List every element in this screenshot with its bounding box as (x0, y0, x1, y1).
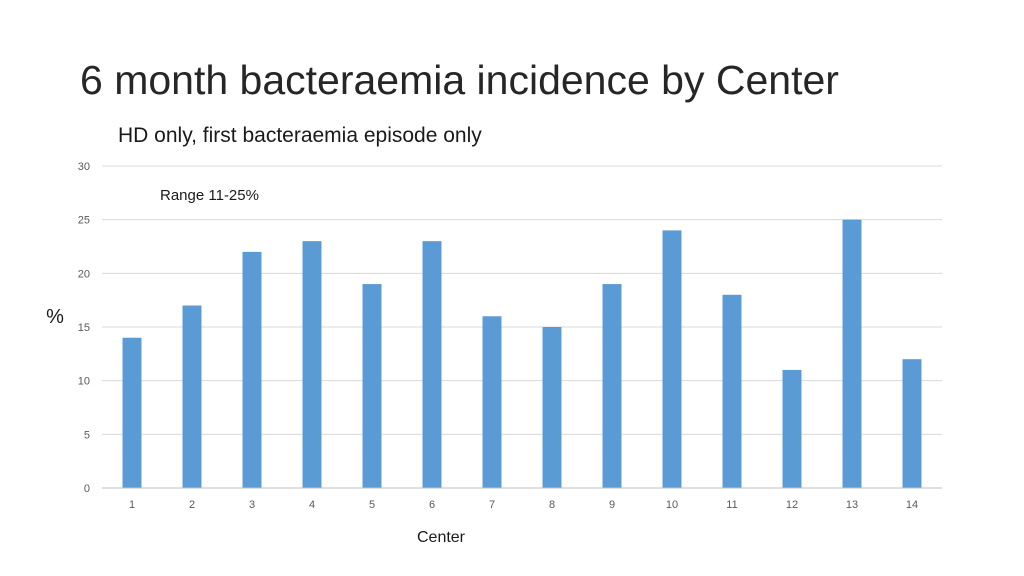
bar-center-7 (482, 316, 502, 488)
x-tick-label: 7 (489, 499, 495, 511)
bar-center-14 (902, 359, 922, 488)
y-tick-label: 30 (78, 161, 90, 173)
y-tick-label: 5 (84, 429, 90, 441)
x-tick-label: 6 (429, 499, 435, 511)
x-tick-label: 1 (129, 499, 135, 511)
x-tick-label: 10 (666, 499, 678, 511)
y-axis-label: % (46, 306, 64, 328)
bar-center-1 (122, 337, 142, 488)
y-tick-label: 15 (78, 322, 90, 334)
bar-center-11 (722, 294, 742, 488)
x-axis-label: Center (417, 529, 466, 546)
gridlines (102, 165, 942, 435)
x-tick-label: 12 (786, 499, 798, 511)
x-tick-label: 9 (609, 499, 615, 511)
x-tick-label: 13 (846, 499, 858, 511)
x-tick-label: 8 (549, 499, 555, 511)
bar-center-12 (782, 369, 802, 488)
bar-center-13 (842, 219, 862, 488)
y-tick-label: 10 (78, 376, 90, 388)
bar-center-4 (302, 241, 322, 488)
y-tick-label: 25 (78, 215, 90, 227)
bar-center-5 (362, 284, 382, 488)
bars (122, 219, 922, 488)
x-tick-label: 3 (249, 499, 255, 511)
bar-center-10 (662, 230, 682, 488)
y-tick-label: 20 (78, 268, 90, 280)
x-tick-label: 2 (189, 499, 195, 511)
bar-center-2 (182, 305, 202, 488)
bar-center-8 (542, 327, 562, 488)
bar-center-9 (602, 284, 622, 488)
chart-title: 6 month bacteraemia incidence by Center (80, 57, 839, 103)
x-tick-label: 5 (369, 499, 375, 511)
chart-subtitle: HD only, first bacteraemia episode only (118, 124, 482, 147)
x-tick-label: 4 (309, 499, 315, 511)
y-axis-ticks: 0 5 10 15 20 25 30 (78, 161, 90, 495)
bar-center-6 (422, 241, 442, 488)
y-tick-label: 0 (84, 483, 90, 495)
range-annotation: Range 11-25% (160, 187, 259, 204)
x-tick-label: 14 (906, 499, 918, 511)
x-axis-ticks: 1 2 3 4 5 6 7 8 9 10 11 12 13 14 (129, 499, 918, 511)
x-tick-label: 11 (726, 499, 737, 511)
bar-center-3 (242, 251, 262, 488)
